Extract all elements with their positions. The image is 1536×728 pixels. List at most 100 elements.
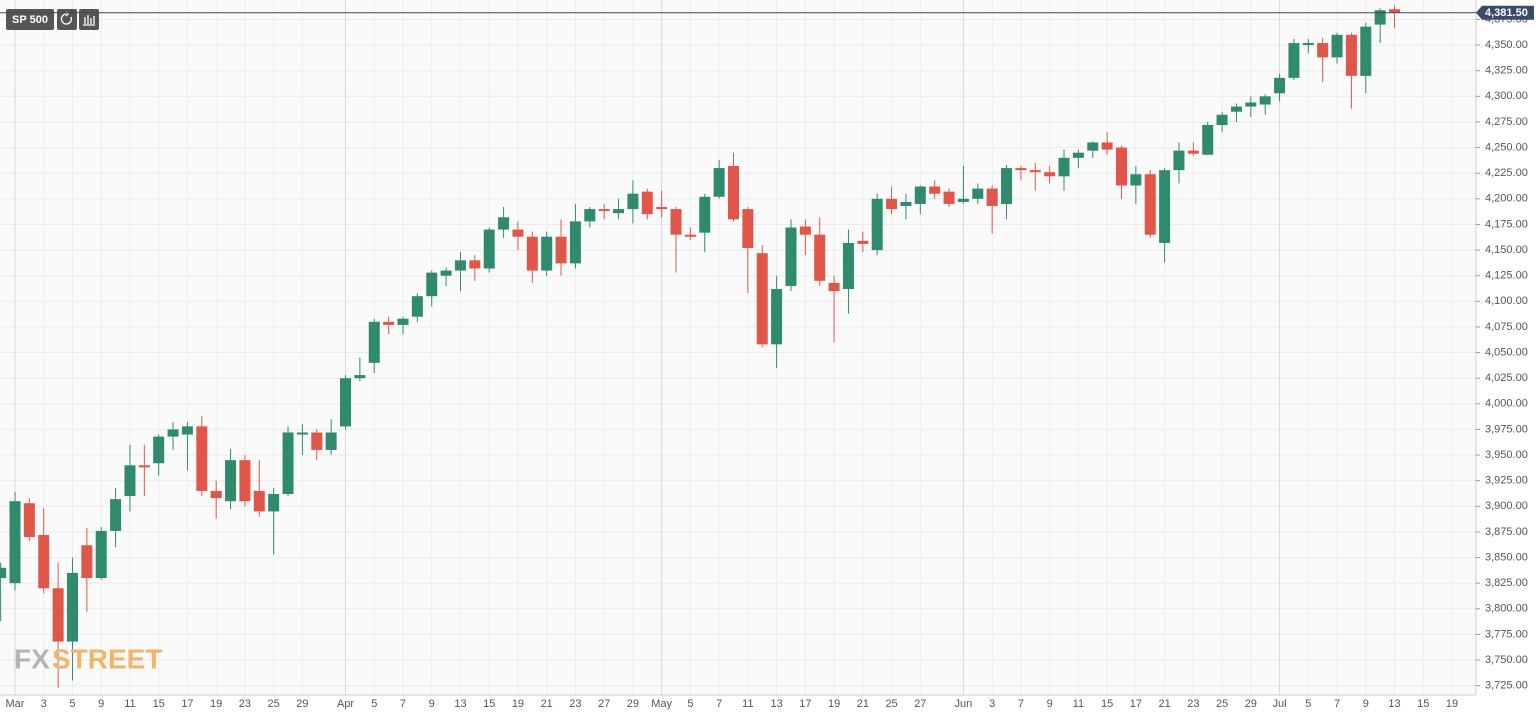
y-tick-label: 4,275.00 [1485,116,1528,128]
x-tick-label: 17 [799,698,811,710]
symbol-button[interactable] [6,9,54,30]
candle-body [368,321,380,363]
x-tick-label: 5 [69,698,75,710]
candle-body [1331,34,1343,58]
x-tick-label: 11 [1073,698,1084,710]
candle-body [340,378,352,427]
candle-body [541,236,553,271]
x-tick-label: 9 [1047,698,1053,710]
candle-body [1317,43,1329,58]
watermark-fx: FX [14,643,50,674]
x-tick-label: 3 [41,698,47,710]
y-tick-label: 3,925.00 [1485,475,1528,487]
candle-body [1288,43,1300,78]
candle-body [81,545,93,579]
y-tick-label: 4,025.00 [1485,372,1528,384]
y-tick-label: 3,950.00 [1485,449,1528,461]
plot-background [0,0,1476,695]
candle-body [9,501,21,584]
y-tick-label: 3,850.00 [1485,551,1528,563]
x-tick-label: 11 [124,698,135,710]
candle-body [426,272,438,297]
candle-body [1245,102,1257,107]
candle-body [641,191,653,215]
candle-body [598,209,610,212]
candle-body [670,209,682,235]
x-tick-label: 27 [914,698,926,710]
y-tick-label: 4,000.00 [1485,398,1528,410]
candle-body [584,209,596,222]
candle-body [1159,170,1171,243]
x-tick-label: 13 [1388,698,1400,710]
candle-body [943,191,955,204]
candle-body [440,270,452,276]
x-tick-label: 23 [239,698,251,710]
candle-body [1072,152,1084,158]
candle-body [1101,142,1113,150]
y-tick-label: 4,100.00 [1485,295,1528,307]
candle-body [1115,147,1127,186]
x-tick-label: Jul [1273,698,1287,710]
candle-body [713,168,725,197]
candle-body [325,432,337,450]
y-tick-label: 4,225.00 [1485,167,1528,179]
candle-body [957,198,969,202]
candle-body [526,236,538,271]
x-tick-label: 11 [742,698,753,710]
y-tick-label: 4,150.00 [1485,244,1528,256]
y-tick-label: 3,775.00 [1485,628,1528,640]
last-price-tag [1476,5,1534,20]
candle-body [1173,150,1185,171]
candle-body [268,493,280,512]
candle-body [1216,114,1228,126]
x-tick-label: 21 [1158,698,1170,710]
candle-body [354,375,366,379]
candle-body [1389,9,1401,13]
x-tick-label: 15 [1101,698,1113,710]
candle-body [842,242,854,290]
candle-body [383,321,395,325]
x-tick-label: 25 [1216,698,1228,710]
candle-body [23,503,35,538]
candle-body [153,436,165,464]
candle-body [225,460,237,502]
candle-body [1230,106,1242,112]
y-tick-label: 4,075.00 [1485,321,1528,333]
y-tick-label: 4,250.00 [1485,141,1528,153]
x-tick-label: 3 [989,698,995,710]
x-tick-label: 5 [687,698,693,710]
y-tick-label: 3,800.00 [1485,603,1528,615]
x-tick-label: 7 [716,698,722,710]
x-tick-label: 7 [1334,698,1340,710]
candle-body [196,426,208,491]
candle-body [1130,174,1142,186]
candle-body [627,193,639,210]
y-tick-label: 4,350.00 [1485,39,1528,51]
y-tick-label: 4,300.00 [1485,90,1528,102]
candle-body [814,234,826,281]
candle-body [785,227,797,286]
y-tick-label: 3,750.00 [1485,654,1528,666]
candle-body [0,567,7,579]
candle-body [1302,43,1314,46]
candle-body [900,201,912,207]
chart-type-button[interactable] [79,9,99,30]
x-tick-label: 17 [1130,698,1142,710]
x-tick-label: 17 [181,698,193,710]
candle-body [38,534,50,589]
candle-body [1187,150,1199,154]
candle-body [138,465,150,468]
candle-body [929,186,941,194]
candle-body [397,318,409,325]
x-tick-label: 23 [569,698,581,710]
symbol-label: SP 500 [12,14,48,26]
candle-body [569,221,581,264]
candle-body [483,229,495,269]
candle-body [1202,125,1214,155]
candle-body [454,260,466,271]
refresh-button[interactable] [57,9,77,30]
candle-body [66,572,78,642]
candle-body [253,490,265,512]
